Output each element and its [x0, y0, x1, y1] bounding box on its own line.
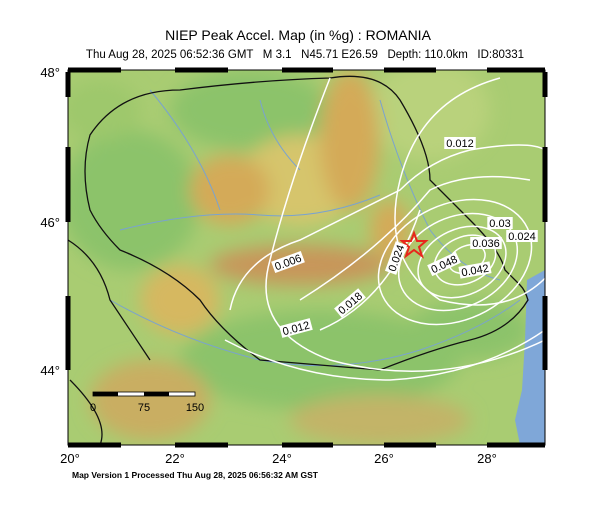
- label-box: [506, 230, 538, 242]
- contour-label-text: 0.03: [489, 218, 510, 230]
- label-box: [279, 318, 313, 338]
- label-box: [470, 237, 502, 249]
- lon-label: 20°: [60, 451, 80, 466]
- scale-label: 150: [186, 402, 204, 414]
- lat-label: 46°: [40, 215, 60, 230]
- scale-bar: [92, 391, 196, 397]
- contour-label-text: 0.036: [472, 238, 500, 250]
- lat-label: 44°: [40, 363, 60, 378]
- contour-label: 0.036: [470, 237, 502, 250]
- lon-label: 22°: [165, 451, 185, 466]
- footer: Map Version 1 Processed Thu Aug 28, 2025…: [72, 470, 319, 480]
- map-subtitle: Thu Aug 28, 2025 06:52:36 GMT M 3.1 N45.…: [86, 49, 524, 61]
- contour-label: 0.012: [444, 137, 476, 150]
- label-box: [487, 217, 513, 229]
- label-box: [427, 251, 461, 277]
- label-box: [384, 241, 408, 275]
- frame-ticks: [65, 67, 548, 448]
- contour-label-text: 0.012: [446, 138, 474, 150]
- epicenter: [399, 230, 429, 259]
- label-box: [458, 261, 492, 279]
- lon-label: 28°: [477, 451, 497, 466]
- contour-label: 0.03: [487, 217, 513, 230]
- lon-label: 24°: [272, 451, 292, 466]
- scale-label: 75: [138, 402, 150, 414]
- contour-label: 0.024: [506, 230, 538, 243]
- scale-label: 0: [90, 402, 96, 414]
- lat-label: 48°: [40, 65, 60, 80]
- label-box: [334, 288, 366, 318]
- contour-label: 0.042: [458, 261, 492, 280]
- map-title: NIEP Peak Accel. Map (in %g) : ROMANIA: [165, 27, 431, 43]
- label-box: [271, 250, 305, 274]
- map-area: [68, 70, 545, 445]
- contour-label-text: 0.024: [508, 231, 536, 243]
- label-box: [444, 137, 476, 149]
- lon-label: 26°: [374, 451, 394, 466]
- contour-label-text: 0.042: [461, 263, 490, 280]
